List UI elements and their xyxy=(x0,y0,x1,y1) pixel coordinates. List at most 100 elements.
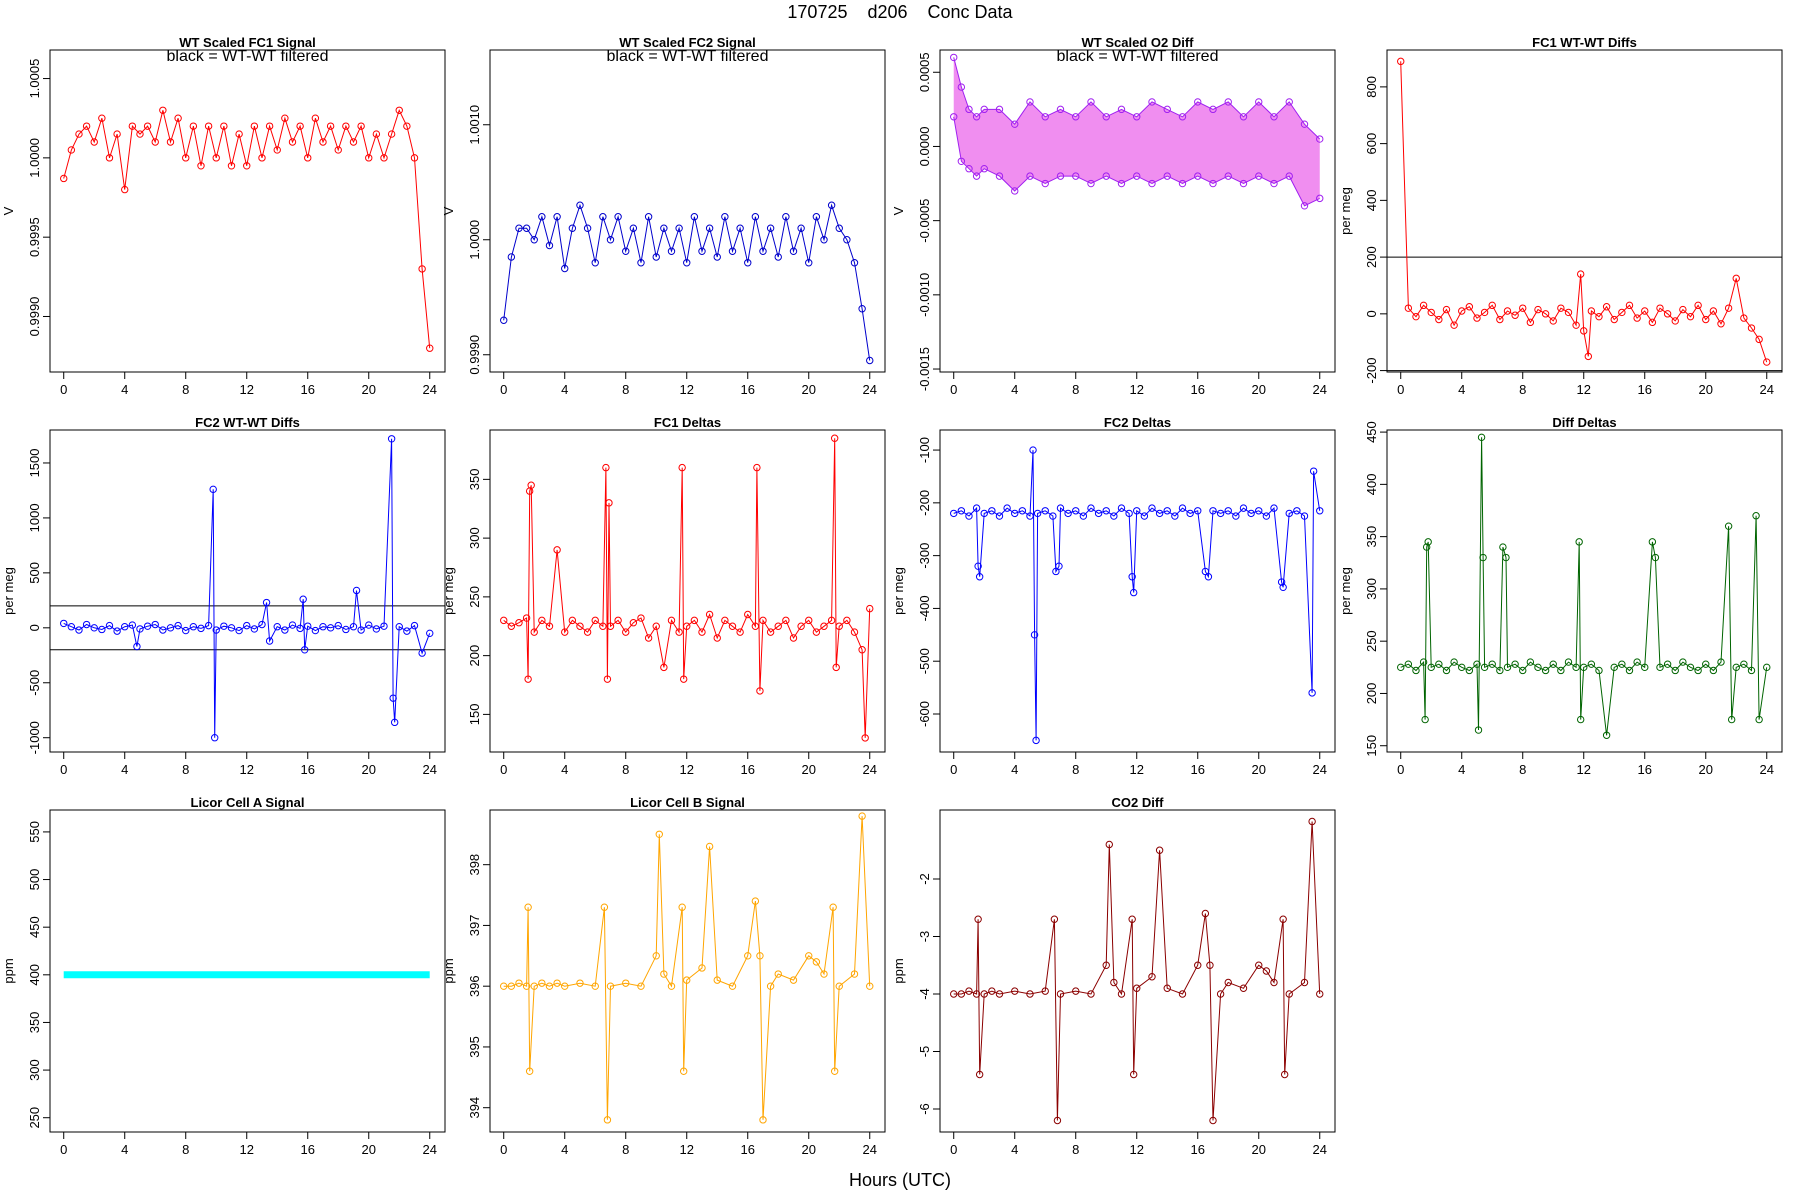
data-point xyxy=(1557,666,1565,675)
data-point xyxy=(1479,553,1487,562)
y-tick-label: 350 xyxy=(467,469,482,491)
data-point xyxy=(1171,512,1179,520)
data-point xyxy=(1686,312,1695,321)
data-point xyxy=(133,642,141,651)
data-point xyxy=(1480,308,1489,317)
data-point xyxy=(515,619,523,627)
data-point xyxy=(679,675,688,683)
data-point xyxy=(1055,562,1063,570)
x-tick-label: 16 xyxy=(1638,762,1652,777)
data-point xyxy=(683,259,691,267)
x-tick-label: 12 xyxy=(680,1142,694,1157)
data-point xyxy=(1564,658,1573,666)
data-point xyxy=(835,224,843,232)
series-line xyxy=(953,450,1321,741)
data-point xyxy=(545,622,554,630)
data-point xyxy=(1178,113,1187,121)
data-point xyxy=(1435,315,1443,324)
data-point xyxy=(553,979,561,987)
data-point xyxy=(1087,504,1095,512)
data-point xyxy=(1488,301,1496,310)
data-point xyxy=(1651,553,1660,562)
x-tick-label: 4 xyxy=(1011,382,1018,397)
y-tick-label: 1.0010 xyxy=(467,105,482,145)
data-point xyxy=(273,146,281,154)
data-point xyxy=(1255,507,1263,515)
x-tick-label: 8 xyxy=(1072,382,1079,397)
x-tick-label: 20 xyxy=(362,382,376,397)
data-point xyxy=(975,1070,984,1079)
data-point xyxy=(1041,987,1049,995)
data-point xyxy=(1056,172,1065,180)
data-point xyxy=(606,622,615,630)
data-point xyxy=(342,122,350,130)
data-point xyxy=(1255,172,1263,180)
y-tick-label: 0.9995 xyxy=(27,217,42,257)
data-point xyxy=(1102,507,1110,515)
data-point xyxy=(380,622,388,630)
y-tick-label: 395 xyxy=(467,1036,482,1058)
data-point xyxy=(296,624,304,633)
data-point xyxy=(1421,715,1429,724)
data-point xyxy=(637,982,645,990)
data-point xyxy=(1056,504,1065,512)
data-point xyxy=(988,987,996,995)
data-point xyxy=(1148,504,1156,512)
data-point xyxy=(545,982,554,990)
data-point xyxy=(166,138,175,146)
data-point xyxy=(1300,978,1309,987)
data-point xyxy=(1148,179,1156,188)
x-tick-label: 0 xyxy=(1397,762,1404,777)
data-point xyxy=(1488,660,1496,668)
data-point xyxy=(603,675,612,683)
data-point xyxy=(759,616,767,625)
data-point xyxy=(591,616,599,625)
data-point xyxy=(1496,315,1504,324)
data-point xyxy=(759,1116,767,1124)
data-point xyxy=(995,512,1004,520)
data-point xyxy=(1033,509,1042,518)
data-point xyxy=(605,499,613,507)
y-tick-label: 200 xyxy=(1364,246,1379,268)
data-point xyxy=(1633,658,1641,666)
data-point xyxy=(1316,194,1324,203)
data-point xyxy=(1087,990,1095,998)
data-point xyxy=(599,213,607,221)
data-point xyxy=(1740,314,1748,322)
data-point xyxy=(1618,308,1626,317)
data-point xyxy=(1709,307,1718,315)
data-point xyxy=(832,663,840,672)
data-point xyxy=(568,616,577,625)
data-point xyxy=(553,213,561,221)
data-point xyxy=(342,625,350,634)
y-tick-label: 0 xyxy=(1364,310,1379,317)
data-point xyxy=(614,213,622,221)
data-point xyxy=(965,165,973,173)
data-point xyxy=(812,213,821,221)
data-point xyxy=(159,106,167,114)
x-tick-label: 16 xyxy=(741,1142,755,1157)
data-point xyxy=(530,982,538,990)
data-point xyxy=(751,622,760,630)
data-point xyxy=(950,113,958,121)
y-tick-label: 396 xyxy=(467,975,482,997)
data-point xyxy=(1458,663,1466,672)
data-point xyxy=(1041,113,1049,121)
y-tick-label: 394 xyxy=(467,1097,482,1119)
data-point xyxy=(660,970,668,978)
plot-area xyxy=(1397,433,1771,739)
data-point xyxy=(1450,321,1458,329)
data-point xyxy=(829,903,837,911)
x-tick-label: 20 xyxy=(362,1142,376,1157)
y-tick-label: 250 xyxy=(467,586,482,608)
data-point xyxy=(721,213,729,221)
y-tick-label: 600 xyxy=(1364,133,1379,155)
y-tick-label: -400 xyxy=(917,595,932,621)
data-point xyxy=(1717,658,1725,666)
data-point xyxy=(1477,433,1486,442)
data-point xyxy=(1026,98,1034,106)
data-point xyxy=(561,264,569,273)
